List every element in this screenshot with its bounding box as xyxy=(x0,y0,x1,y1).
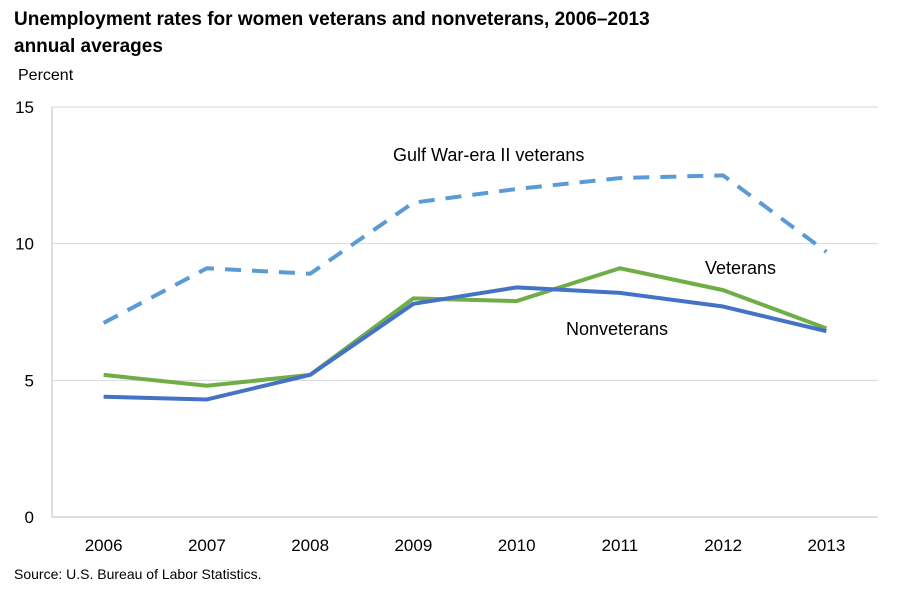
data-point-nonveterans-2010 xyxy=(515,285,519,289)
data-point-veterans-2009 xyxy=(411,296,415,300)
x-tick-label-2006: 2006 xyxy=(85,536,123,555)
x-tick-label-2009: 2009 xyxy=(394,536,432,555)
y-tick-label-5: 5 xyxy=(25,371,34,390)
series-lines xyxy=(102,173,828,402)
x-tick-label-2011: 2011 xyxy=(602,536,639,555)
data-point-veterans-2007 xyxy=(205,384,209,388)
data-point-veterans-2006 xyxy=(102,373,106,377)
data-point-gulf-war-era-ii-veterans-2012 xyxy=(721,173,725,177)
x-tick-label-2012: 2012 xyxy=(704,536,742,555)
data-point-nonveterans-2008 xyxy=(308,373,312,377)
gridlines xyxy=(52,106,878,381)
series-label-nonveterans: Nonveterans xyxy=(566,319,668,339)
x-tick-label-2007: 2007 xyxy=(188,536,226,555)
y-tick-label-15: 15 xyxy=(15,98,34,117)
data-point-gulf-war-era-ii-veterans-2008 xyxy=(308,272,312,276)
data-point-nonveterans-2009 xyxy=(411,302,415,306)
data-point-veterans-2010 xyxy=(515,299,519,303)
axes xyxy=(51,107,878,518)
data-point-gulf-war-era-ii-veterans-2011 xyxy=(618,176,622,180)
source-note: Source: U.S. Bureau of Labor Statistics. xyxy=(14,566,262,582)
data-point-gulf-war-era-ii-veterans-2010 xyxy=(515,187,519,191)
data-point-gulf-war-era-ii-veterans-2007 xyxy=(205,266,209,270)
chart-title-line1: Unemployment rates for women veterans an… xyxy=(14,9,650,30)
data-point-nonveterans-2012 xyxy=(721,305,725,309)
data-point-veterans-2012 xyxy=(721,288,725,292)
data-point-gulf-war-era-ii-veterans-2006 xyxy=(102,321,106,325)
y-axis-label: Percent xyxy=(18,67,74,84)
series-line-nonveterans xyxy=(103,285,827,402)
data-point-gulf-war-era-ii-veterans-2009 xyxy=(411,201,415,205)
data-point-nonveterans-2007 xyxy=(205,397,209,401)
y-tick-label-10: 10 xyxy=(15,235,34,254)
y-tick-label-0: 0 xyxy=(25,508,34,527)
data-point-veterans-2011 xyxy=(618,266,622,270)
x-tick-label-2013: 2013 xyxy=(807,536,845,555)
series-label-gulf-war-era-ii-veterans: Gulf War-era II veterans xyxy=(393,145,584,165)
chart-title-line2: annual averages xyxy=(14,36,163,57)
x-tick-label-2008: 2008 xyxy=(291,536,329,555)
tick-labels: 0 5 10 15 2006 2007 2008 2009 2010 2011 2012 2013 xyxy=(15,98,845,555)
chart-title: Unemployment rates for women veterans an… xyxy=(14,6,874,60)
data-point-nonveterans-2013 xyxy=(824,329,828,333)
series-label-veterans: Veterans xyxy=(705,258,776,278)
data-point-nonveterans-2006 xyxy=(102,395,106,399)
x-tick-label-2010: 2010 xyxy=(498,536,536,555)
series-line-veterans xyxy=(103,266,828,388)
series-annotations: Gulf War-era II veterans Veterans Nonveter… xyxy=(393,145,776,339)
data-point-nonveterans-2011 xyxy=(618,291,622,295)
data-point-gulf-war-era-ii-veterans-2013 xyxy=(824,250,828,254)
